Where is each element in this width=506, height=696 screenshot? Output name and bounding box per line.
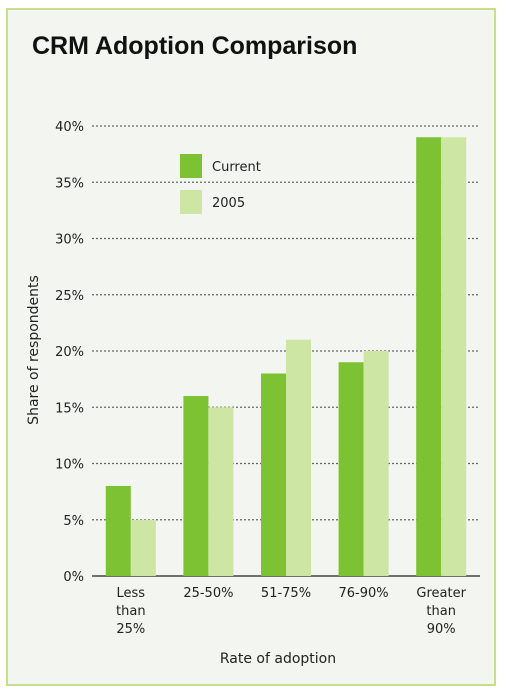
y-tick-label: 25% (55, 289, 84, 304)
legend-label: Current (212, 160, 261, 175)
bar-2005-1 (208, 407, 234, 576)
chart-title: CRM Adoption Comparison (32, 32, 357, 60)
legend-label: 2005 (212, 196, 245, 211)
bar-current-0 (105, 486, 131, 576)
x-tick-label: Greater (416, 586, 466, 601)
y-tick-label: 0% (63, 570, 84, 585)
x-tick-label: 76-90% (339, 586, 389, 601)
bar-2005-3 (363, 351, 389, 576)
bar-2005-2 (286, 339, 311, 576)
y-tick-label: 35% (55, 176, 84, 191)
x-axis-label: Rate of adoption (220, 651, 336, 667)
y-axis-label: Share of respondents (26, 275, 42, 425)
bar-2005-4 (441, 137, 467, 576)
x-tick-label: 90% (427, 622, 456, 637)
bar-current-4 (416, 137, 442, 576)
y-tick-label: 20% (55, 345, 84, 360)
y-tick-label: 40% (55, 120, 84, 135)
x-tick-label: than (116, 604, 146, 619)
y-tick-label: 5% (63, 514, 84, 529)
x-tick-label: 51-75% (261, 586, 311, 601)
x-tick-label: Less (117, 586, 146, 601)
x-tick-label: than (426, 604, 456, 619)
x-tick-label: 25-50% (183, 586, 233, 601)
x-tick-label: 25% (116, 622, 145, 637)
chart-frame (6, 8, 496, 686)
bar-current-3 (338, 362, 364, 576)
legend: Current 2005 (180, 154, 261, 214)
y-tick-label: 15% (55, 401, 84, 416)
y-axis-ticks: 0% 5% 10% 15% 20% 25% 30% 35% 40% (55, 120, 84, 585)
bar-current-2 (261, 373, 286, 576)
y-tick-label: 30% (55, 233, 84, 248)
legend-swatch (180, 154, 202, 178)
legend-swatch (180, 190, 202, 214)
y-tick-label: 10% (55, 458, 84, 473)
bar-current-1 (183, 396, 209, 576)
bars (105, 137, 467, 576)
bar-2005-0 (130, 519, 156, 576)
x-axis-ticks: Less than 25% 25-50% 51-75% 76-90% Greater than… (116, 586, 467, 637)
